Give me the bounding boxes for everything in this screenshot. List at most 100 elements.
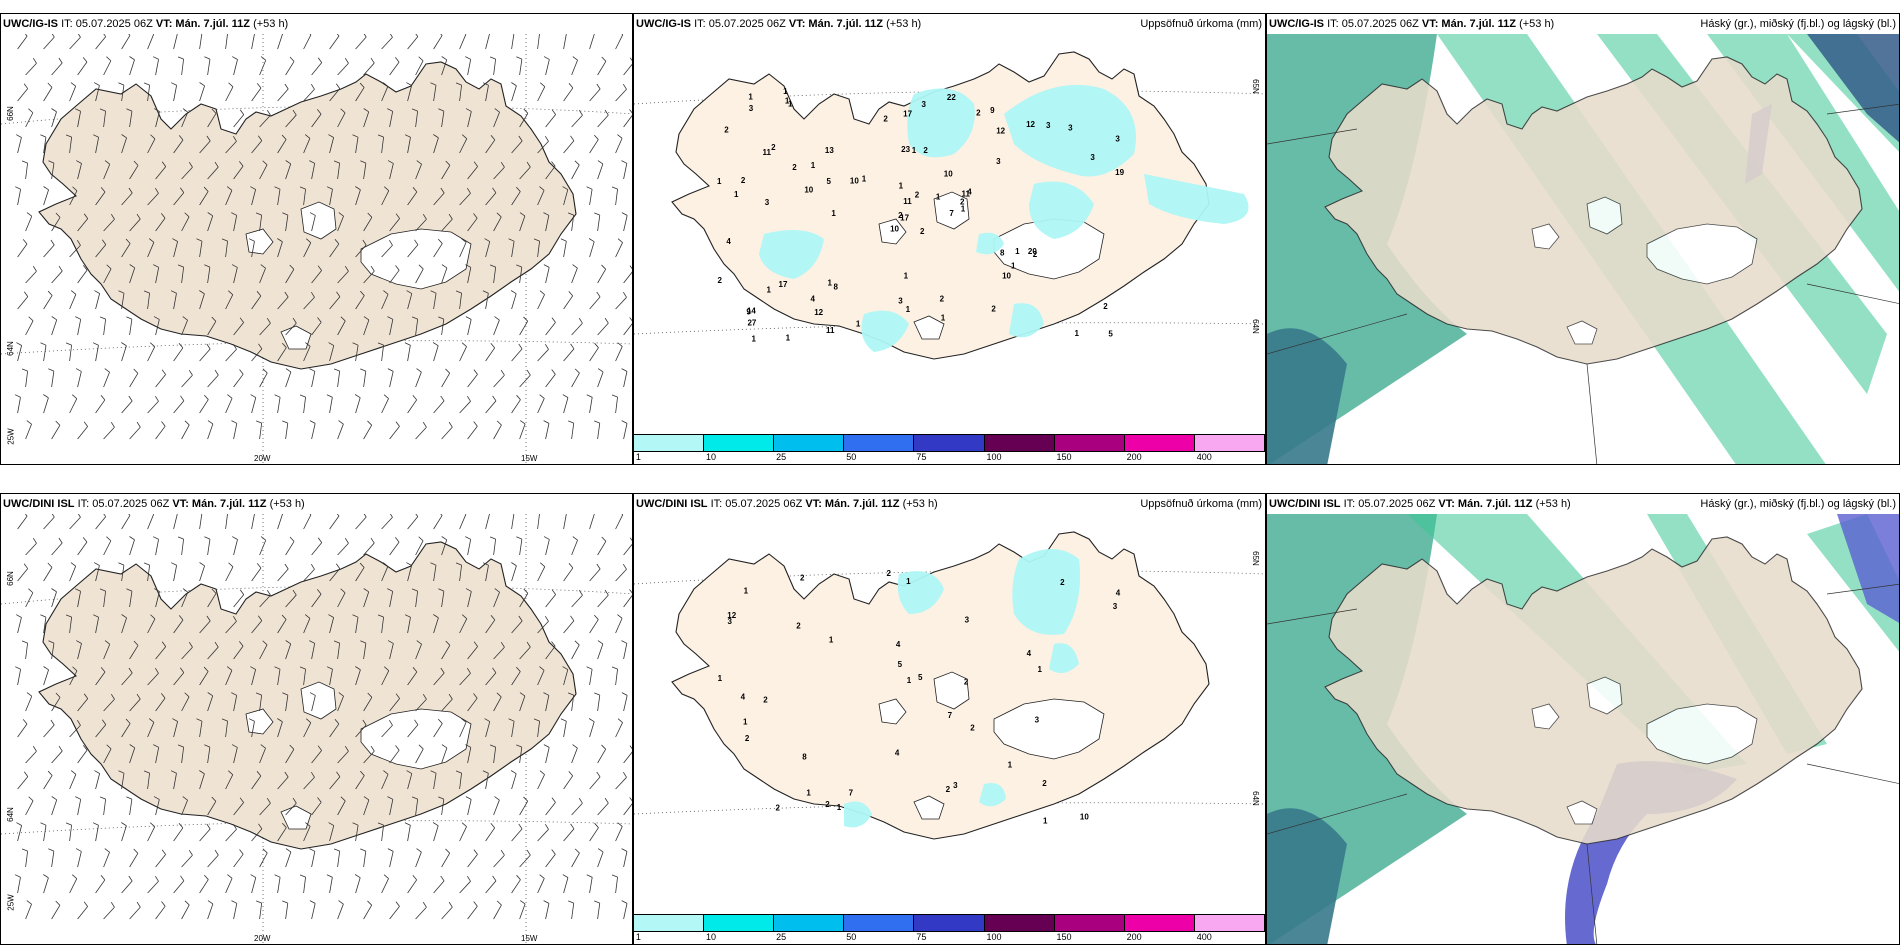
wind-barb bbox=[225, 621, 237, 634]
wind-barb-flag bbox=[411, 588, 418, 592]
wind-barb-flag bbox=[508, 238, 515, 242]
wind-barb-flag bbox=[204, 874, 209, 880]
wind-barb-flag bbox=[180, 875, 185, 881]
wind-barb-flag bbox=[317, 317, 322, 323]
wind-barb-flag bbox=[533, 718, 540, 722]
wind-barb-flag bbox=[438, 316, 444, 320]
wind-barb bbox=[407, 191, 418, 206]
wind-barb bbox=[407, 724, 419, 738]
wind-barb-flag bbox=[262, 640, 268, 646]
wind-barb bbox=[519, 800, 529, 816]
wind-barb bbox=[363, 62, 375, 76]
wind-barb-flag bbox=[282, 822, 287, 828]
wind-barb-flag bbox=[395, 213, 400, 219]
wind-barb-flag bbox=[76, 719, 81, 726]
wind-barb-flag bbox=[110, 213, 115, 220]
wind-barb-flag bbox=[482, 770, 489, 774]
wind-barb-flag bbox=[621, 640, 628, 644]
wind-barb-flag bbox=[289, 744, 295, 750]
wind-barb-flag bbox=[340, 108, 346, 114]
wind-barb-flag bbox=[448, 421, 453, 428]
wind-barb bbox=[95, 345, 99, 362]
wind-barb bbox=[51, 217, 61, 232]
wind-barb-flag bbox=[71, 394, 78, 399]
wind-barb-flag bbox=[411, 316, 418, 320]
wind-barb-flag bbox=[629, 57, 632, 61]
wind-barb bbox=[147, 514, 155, 530]
wind-barb-flag bbox=[184, 692, 190, 698]
wind-barb bbox=[181, 374, 193, 388]
wind-barb bbox=[259, 60, 267, 76]
precip-value: 2 bbox=[776, 804, 781, 813]
wind-barb-flag bbox=[51, 316, 57, 321]
wind-barb bbox=[233, 695, 238, 712]
wind-barb-flag bbox=[568, 83, 574, 89]
precip-value: 2 bbox=[898, 211, 903, 220]
wind-barb bbox=[537, 349, 549, 362]
wind-barb-flag bbox=[404, 822, 411, 826]
wind-barb-flag bbox=[467, 395, 471, 402]
wind-barb-flag bbox=[55, 420, 61, 426]
wind-barb bbox=[459, 514, 467, 530]
wind-barb-map bbox=[1, 34, 632, 464]
wind-barb bbox=[363, 542, 375, 556]
wind-barb bbox=[433, 85, 437, 102]
wind-barb bbox=[173, 139, 184, 154]
wind-barb bbox=[615, 618, 623, 634]
wind-barb bbox=[493, 216, 502, 232]
wind-barb-flag bbox=[118, 562, 125, 566]
wind-barb bbox=[545, 854, 556, 868]
scale-label: 10 bbox=[706, 932, 717, 942]
wind-barb bbox=[389, 643, 394, 660]
wind-barb-flag bbox=[257, 615, 263, 621]
wind-barb-flag bbox=[465, 56, 471, 60]
wind-barb bbox=[615, 89, 627, 102]
wind-barb-flag bbox=[143, 290, 150, 294]
wind-barb-flag bbox=[292, 109, 297, 116]
wind-barb-flag bbox=[129, 536, 135, 541]
wind-barb-flag bbox=[83, 745, 88, 751]
wind-barb-flag bbox=[231, 420, 238, 424]
wind-barb bbox=[129, 799, 133, 816]
wind-barb-flag bbox=[188, 641, 193, 648]
wind-barb-flag bbox=[344, 537, 349, 544]
wind-barb-flag bbox=[136, 213, 141, 220]
wind-barb bbox=[589, 347, 599, 362]
wind-barb bbox=[415, 698, 427, 712]
wind-barb-flag bbox=[578, 317, 583, 324]
wind-barb bbox=[285, 423, 289, 440]
wind-barb bbox=[17, 35, 28, 50]
wind-barb bbox=[103, 218, 115, 232]
wind-barb-flag bbox=[440, 667, 445, 674]
wind-barb-flag bbox=[133, 160, 139, 166]
panel-header: UWC/DINI ISL IT: 05.07.2025 06Z VT: Mán.… bbox=[3, 498, 305, 510]
wind-barb bbox=[389, 591, 394, 608]
wind-barb-flag bbox=[418, 744, 424, 750]
wind-barb bbox=[519, 854, 531, 868]
wind-barb bbox=[259, 372, 268, 388]
wind-barb-flag bbox=[568, 290, 573, 297]
wind-barb-flag bbox=[370, 57, 375, 64]
wind-barb bbox=[615, 569, 627, 582]
wind-barb bbox=[563, 241, 567, 258]
wind-barb bbox=[407, 137, 411, 154]
wind-barb-flag bbox=[305, 718, 312, 723]
precip-value: 11 bbox=[962, 190, 971, 199]
wind-barb bbox=[181, 539, 184, 556]
wind-barb bbox=[311, 270, 322, 284]
precip-area bbox=[976, 232, 1004, 255]
wind-barb bbox=[251, 397, 257, 414]
wind-barb bbox=[207, 646, 219, 660]
wind-barb bbox=[467, 539, 472, 556]
wind-barb-flag bbox=[292, 797, 297, 804]
wind-barb-flag bbox=[574, 368, 580, 374]
precip-value: 3 bbox=[996, 157, 1001, 166]
wind-barb bbox=[597, 61, 607, 76]
wind-barb bbox=[181, 747, 185, 764]
wind-barb bbox=[329, 88, 341, 102]
wind-barb bbox=[25, 750, 37, 764]
wind-barb bbox=[285, 114, 297, 128]
wind-barb bbox=[303, 877, 306, 894]
wind-barb-flag bbox=[418, 56, 424, 62]
wind-barb-flag bbox=[129, 56, 135, 61]
